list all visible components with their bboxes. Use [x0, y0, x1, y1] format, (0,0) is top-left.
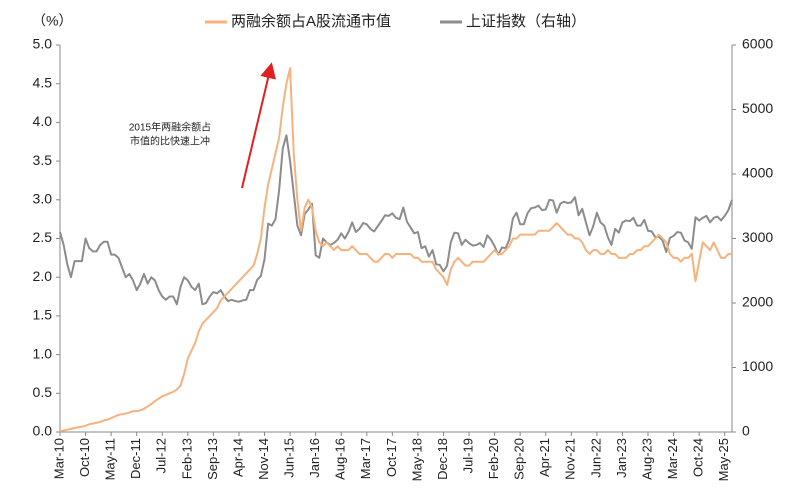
x-tick-label: Feb-13	[179, 438, 194, 479]
y-tick-label: 1.0	[33, 345, 53, 361]
y2-tick-label: 5000	[742, 100, 773, 116]
y-tick-label: 1.5	[33, 307, 53, 323]
y2-tick-label: 3000	[742, 229, 773, 245]
x-tick-label: May-18	[409, 438, 424, 481]
x-tick-label: Oct-17	[384, 438, 399, 477]
x-tick-label: Apr-14	[230, 438, 245, 477]
series-line	[59, 67, 732, 433]
y2-tick-label: 1000	[742, 358, 773, 374]
x-tick-label: Jun-22	[588, 438, 603, 478]
y2-tick-label: 2000	[742, 294, 773, 310]
x-tick-label: Jul-19	[460, 438, 475, 473]
y2-tick-label: 0	[742, 423, 750, 439]
x-tick-label: Mar-17	[358, 438, 373, 479]
y-tick-label: 4.0	[33, 113, 53, 129]
x-tick-label: Jun-15	[282, 438, 297, 478]
legend-label: 两融余额占A股流通市值	[231, 12, 391, 30]
x-tick-label: Nov-21	[563, 438, 578, 480]
y-tick-label: 3.5	[33, 152, 53, 168]
x-tick-label: Dec-18	[435, 438, 450, 480]
legend-label: 上证指数（右轴）	[466, 13, 586, 30]
x-tick-label: Aug-16	[333, 438, 348, 480]
x-tick-label: Dec-11	[128, 438, 143, 479]
annotation: 市值的比快速上冲	[130, 135, 210, 148]
x-tick-label: Aug-23	[639, 438, 654, 480]
y-tick-label: 2.5	[33, 229, 53, 245]
x-tick-label: Mar-10	[51, 438, 66, 479]
x-tick-label: May-11	[103, 438, 118, 480]
x-tick-label: Sep-13	[205, 438, 220, 480]
x-tick-label: Sep-20	[512, 438, 527, 480]
y2-tick-label: 4000	[742, 165, 773, 181]
x-tick-label: Jan-16	[307, 438, 322, 478]
x-tick-label: Jul-12	[154, 438, 169, 473]
annotation: 2015年两融余额占	[129, 121, 211, 134]
x-tick-label: Oct-10	[77, 438, 92, 477]
arrow	[241, 62, 276, 189]
y-tick-label: 4.5	[33, 74, 53, 90]
y-tick-label: 0.0	[33, 423, 53, 439]
y2-tick-label: 6000	[742, 36, 773, 52]
y-tick-label: 5.0	[33, 36, 53, 52]
x-tick-label: Feb-20	[486, 438, 501, 479]
y-tick-label: 3.0	[33, 191, 53, 207]
y-axis-label: （%）	[32, 13, 72, 29]
x-tick-label: Apr-21	[537, 438, 552, 477]
series-line	[59, 134, 733, 306]
y-tick-label: 0.5	[33, 384, 53, 400]
x-tick-label: Oct-24	[691, 438, 706, 477]
y-tick-label: 2.0	[33, 268, 53, 284]
x-tick-label: Nov-14	[256, 438, 271, 480]
x-tick-label: Jan-23	[614, 438, 629, 478]
x-tick-label: May-25	[716, 438, 731, 481]
x-tick-label: Mar-24	[665, 438, 680, 479]
